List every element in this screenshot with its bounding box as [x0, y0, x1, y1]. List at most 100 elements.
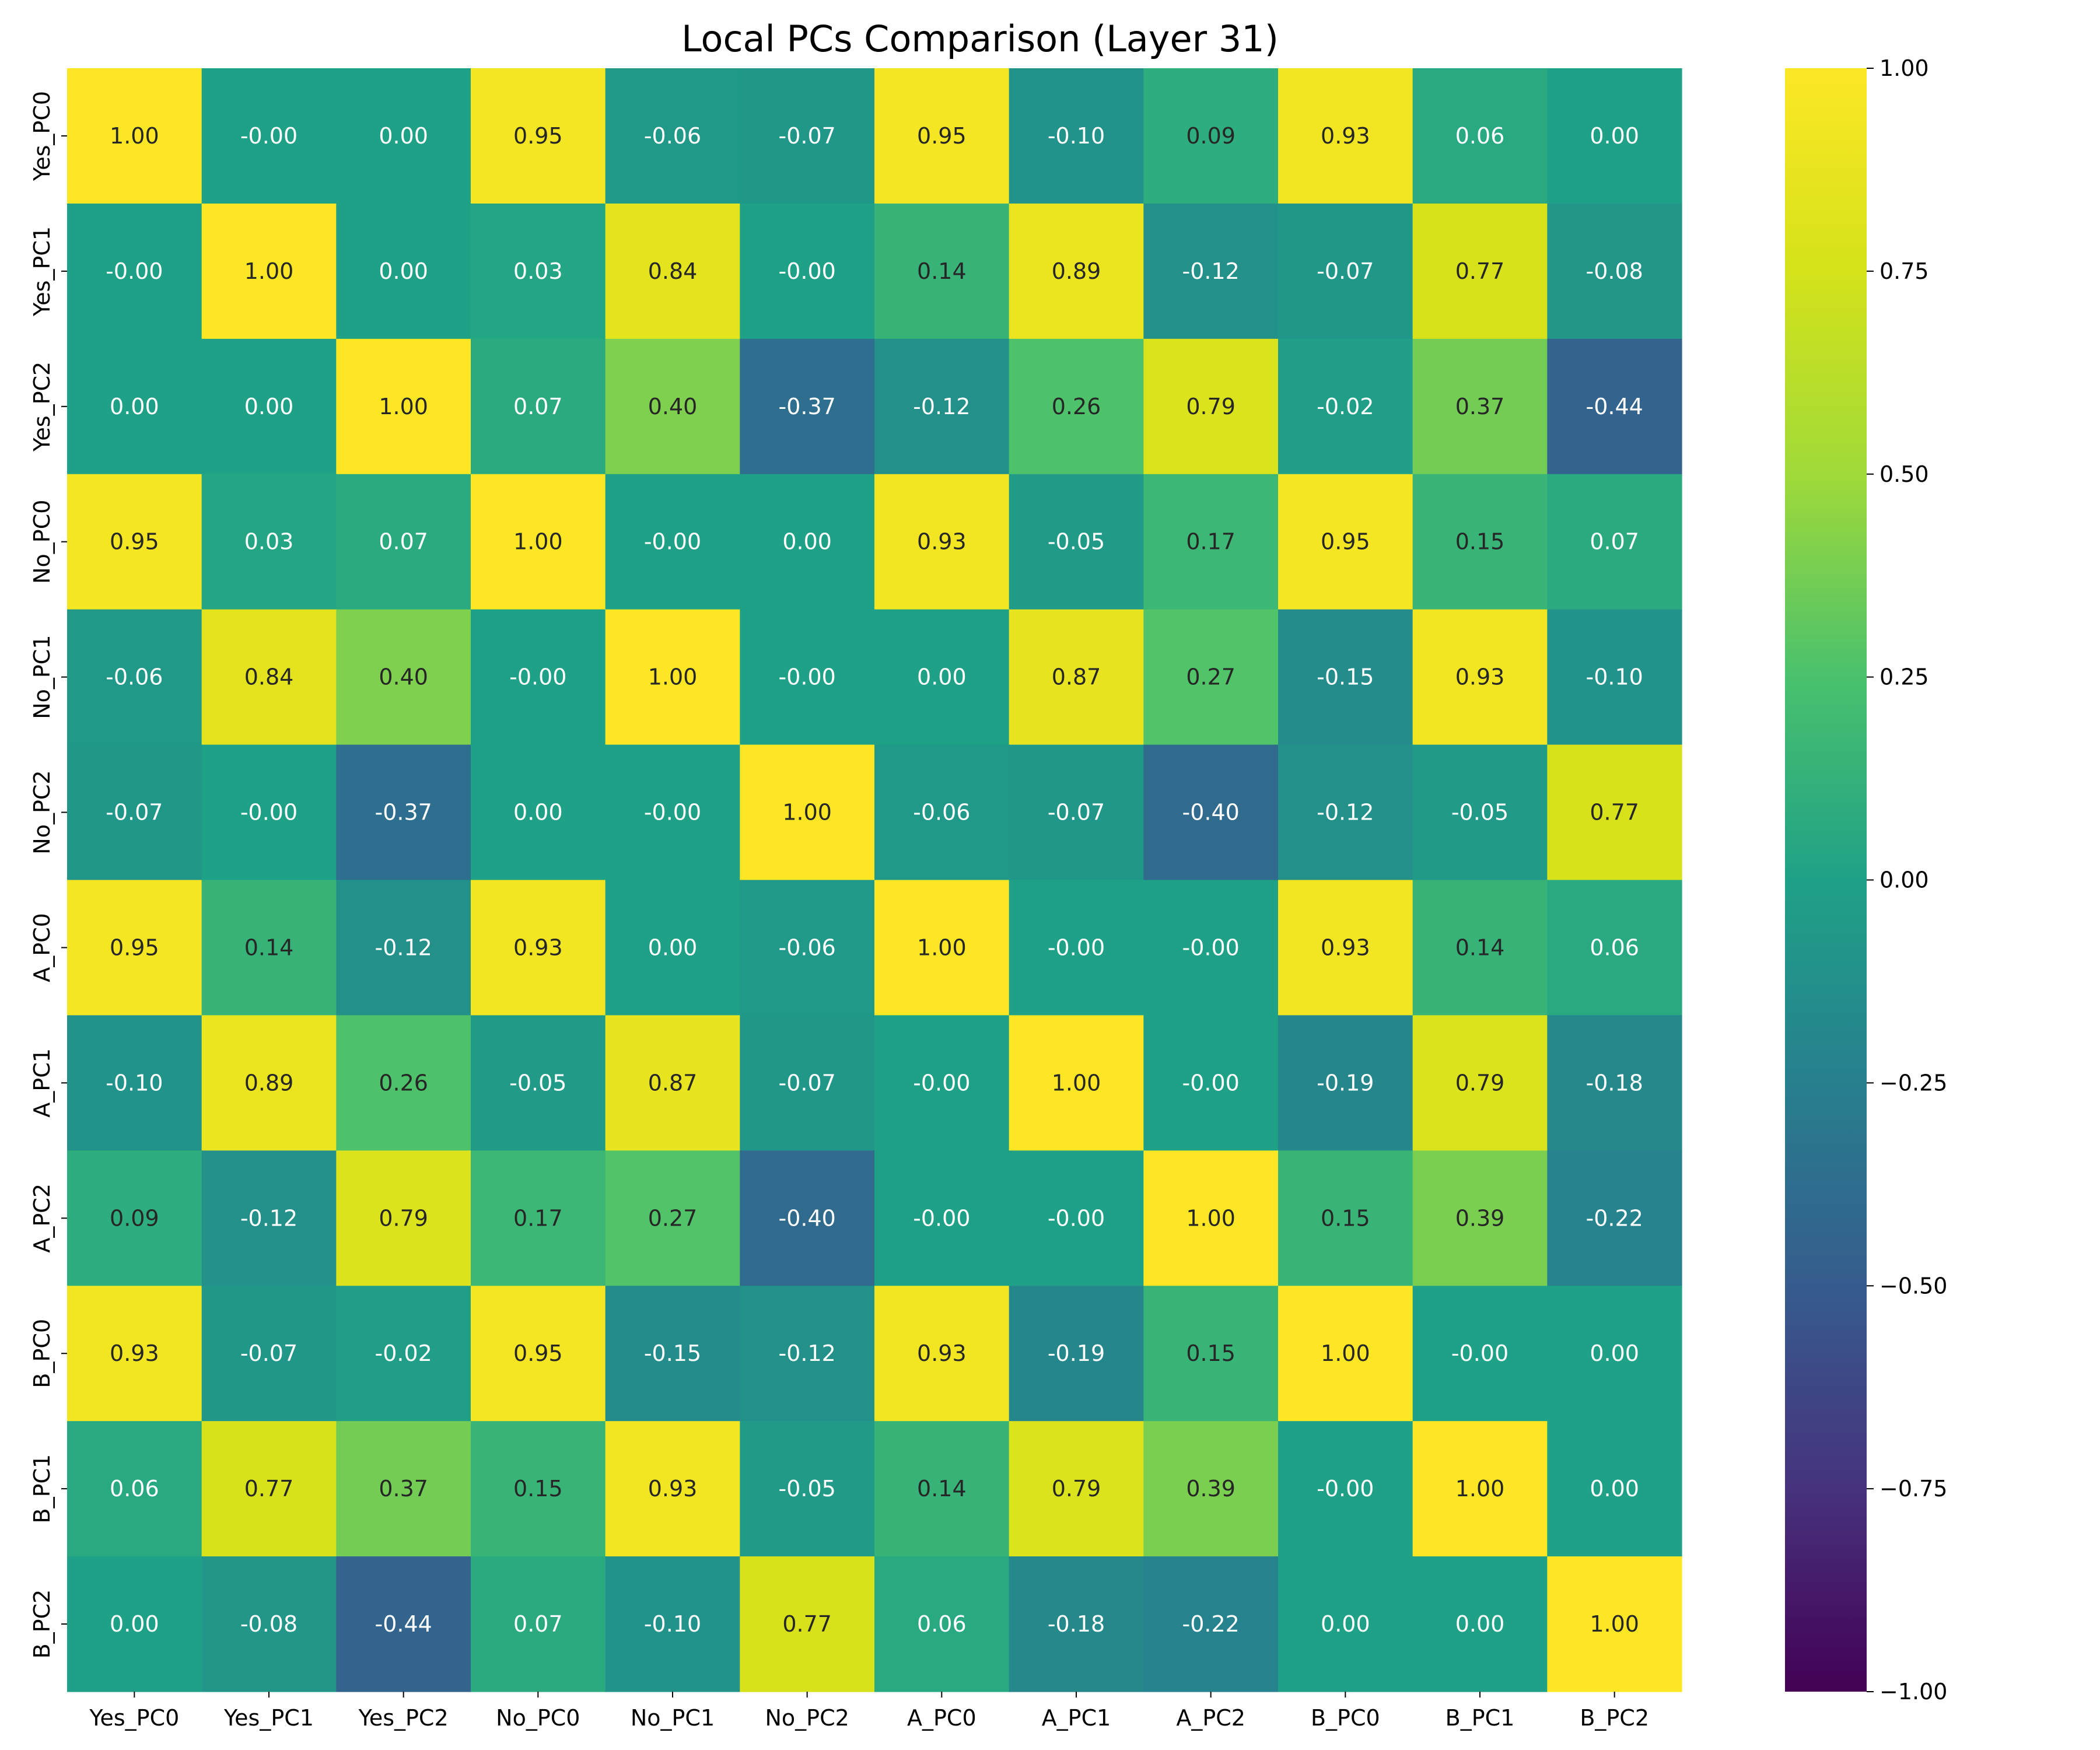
- cell-value-r0-c11: 0.00: [1590, 123, 1639, 149]
- x-tick-label-no-pc2: No_PC2: [765, 1705, 849, 1731]
- cell-value-r7-c6: -0.00: [913, 1070, 970, 1096]
- heatmap-cell-r11-c8: [1143, 1556, 1279, 1692]
- cell-value-r5-c2: -0.37: [375, 800, 432, 825]
- heatmap-cell-r8-c1: [201, 1150, 337, 1286]
- cell-value-r6-c5: -0.06: [779, 935, 836, 960]
- heatmap-cell-r2-c10: [1412, 338, 1548, 475]
- colorbar-tick-label-0: 1.00: [1880, 55, 1929, 81]
- cell-value-r1-c1: 1.00: [244, 258, 294, 284]
- heatmap-cell-r7-c1: [201, 1015, 337, 1151]
- cell-value-r10-c3: 0.15: [513, 1476, 563, 1502]
- heatmap-cell-r7-c5: [740, 1015, 875, 1151]
- heatmap-cell-r9-c3: [471, 1286, 606, 1422]
- heatmap-cell-r5-c7: [1009, 744, 1144, 881]
- heatmap-cell-r3-c5: [740, 474, 875, 610]
- cell-value-r11-c0: 0.00: [110, 1611, 159, 1637]
- cell-value-r1-c7: 0.89: [1052, 258, 1101, 284]
- cell-value-r5-c6: -0.06: [913, 800, 970, 825]
- heatmap-cell-r1-c6: [874, 203, 1010, 340]
- cell-value-r0-c8: 0.09: [1186, 123, 1236, 149]
- cell-value-r10-c6: 0.14: [917, 1476, 967, 1502]
- cell-value-r1-c2: 0.00: [379, 258, 428, 284]
- heatmap-cell-r6-c7: [1009, 880, 1144, 1016]
- cell-value-r2-c11: -0.44: [1586, 394, 1643, 419]
- heatmap-cell-r7-c8: [1143, 1015, 1279, 1151]
- cell-value-r5-c11: 0.77: [1590, 800, 1639, 825]
- cell-value-r4-c2: 0.40: [379, 664, 428, 690]
- cell-value-r1-c10: 0.77: [1455, 258, 1505, 284]
- heatmap-cell-r5-c9: [1278, 744, 1413, 881]
- heatmap-cell-r6-c6: [874, 880, 1010, 1016]
- cell-value-r2-c1: 0.00: [244, 394, 294, 419]
- cell-value-r2-c5: -0.37: [779, 394, 836, 419]
- cell-value-r8-c4: 0.27: [648, 1205, 698, 1231]
- heatmap-cell-r1-c1: [201, 203, 337, 340]
- heatmap-cell-r11-c9: [1278, 1556, 1413, 1692]
- heatmap-cell-r4-c1: [201, 609, 337, 746]
- cell-value-r3-c5: 0.00: [782, 529, 832, 555]
- cell-value-r4-c4: 1.00: [648, 664, 698, 690]
- cell-value-r9-c9: 1.00: [1321, 1340, 1370, 1366]
- heatmap-cell-r8-c4: [605, 1150, 740, 1286]
- heatmap-cell-r10-c5: [740, 1421, 875, 1557]
- cell-value-r7-c11: -0.18: [1586, 1070, 1643, 1096]
- cell-value-r0-c2: 0.00: [379, 123, 428, 149]
- cell-value-r6-c6: 1.00: [917, 935, 967, 960]
- cell-value-r2-c4: 0.40: [648, 394, 698, 419]
- heatmap-cell-r3-c9: [1278, 474, 1413, 610]
- heatmap-cell-r3-c6: [874, 474, 1010, 610]
- cell-value-r2-c7: 0.26: [1052, 394, 1101, 419]
- heatmap-cell-r10-c2: [336, 1421, 471, 1557]
- x-tick-label-a-pc0: A_PC0: [907, 1705, 977, 1731]
- heatmap-cell-r5-c3: [471, 744, 606, 881]
- heatmap-cell-r7-c0: [67, 1015, 202, 1151]
- cell-value-r8-c5: -0.40: [779, 1205, 836, 1231]
- heatmap-cell-r10-c1: [201, 1421, 337, 1557]
- cell-value-r9-c7: -0.19: [1048, 1340, 1105, 1366]
- heatmap-cell-r0-c9: [1278, 68, 1413, 204]
- heatmap-cell-r4-c3: [471, 609, 606, 746]
- heatmap-cell-r8-c11: [1547, 1150, 1682, 1286]
- cell-value-r8-c6: -0.00: [913, 1205, 970, 1231]
- heatmap-cell-r8-c3: [471, 1150, 606, 1286]
- cell-value-r2-c6: -0.12: [913, 394, 970, 419]
- cell-value-r5-c5: 1.00: [782, 800, 832, 825]
- cell-value-r6-c7: -0.00: [1048, 935, 1105, 960]
- heatmap-cell-r11-c7: [1009, 1556, 1144, 1692]
- cell-value-r4-c3: -0.00: [509, 664, 566, 690]
- y-tick-label-no-pc2: No_PC2: [29, 770, 55, 854]
- cell-value-r5-c8: -0.40: [1182, 800, 1240, 825]
- cell-value-r3-c11: 0.07: [1590, 529, 1639, 555]
- heatmap-cell-r9-c4: [605, 1286, 740, 1422]
- heatmap-cell-r1-c4: [605, 203, 740, 340]
- heatmap-cell-r10-c3: [471, 1421, 606, 1557]
- cell-value-r7-c8: -0.00: [1182, 1070, 1240, 1096]
- cell-value-r3-c6: 0.93: [917, 529, 967, 555]
- y-tick-label-a-pc0: A_PC0: [29, 913, 55, 982]
- heatmap-cell-r5-c4: [605, 744, 740, 881]
- cell-value-r10-c11: 0.00: [1590, 1476, 1639, 1502]
- cell-value-r9-c5: -0.12: [779, 1340, 836, 1366]
- cell-value-r7-c7: 1.00: [1052, 1070, 1101, 1096]
- x-tick-label-yes-pc2: Yes_PC2: [358, 1705, 449, 1731]
- cell-value-r9-c6: 0.93: [917, 1340, 967, 1366]
- x-axis: Yes_PC0 Yes_PC1 Yes_PC2 No_PC0 No_PC1 No_PC2 A…: [89, 1692, 1649, 1731]
- heatmap-cell-r7-c6: [874, 1015, 1010, 1151]
- heatmap-cell-r5-c6: [874, 744, 1010, 881]
- heatmap-cell-r5-c2: [336, 744, 471, 881]
- y-tick-label-no-pc0: No_PC0: [29, 500, 55, 584]
- heatmap-cell-r4-c9: [1278, 609, 1413, 746]
- heatmap-cell-r9-c9: [1278, 1286, 1413, 1422]
- cell-value-r4-c8: 0.27: [1186, 664, 1236, 690]
- cell-value-r3-c8: 0.17: [1186, 529, 1236, 555]
- cell-value-r6-c4: 0.00: [648, 935, 698, 960]
- heatmap-cell-r10-c10: [1412, 1421, 1548, 1557]
- heatmap-cell-r6-c1: [201, 880, 337, 1016]
- cell-value-r2-c0: 0.00: [110, 394, 159, 419]
- cell-value-r11-c2: -0.44: [375, 1611, 432, 1637]
- colorbar-tick-label-4: 0.00: [1880, 867, 1929, 893]
- heatmap-cell-r3-c7: [1009, 474, 1144, 610]
- cell-value-r8-c3: 0.17: [513, 1205, 563, 1231]
- cell-value-r5-c1: -0.00: [240, 800, 298, 825]
